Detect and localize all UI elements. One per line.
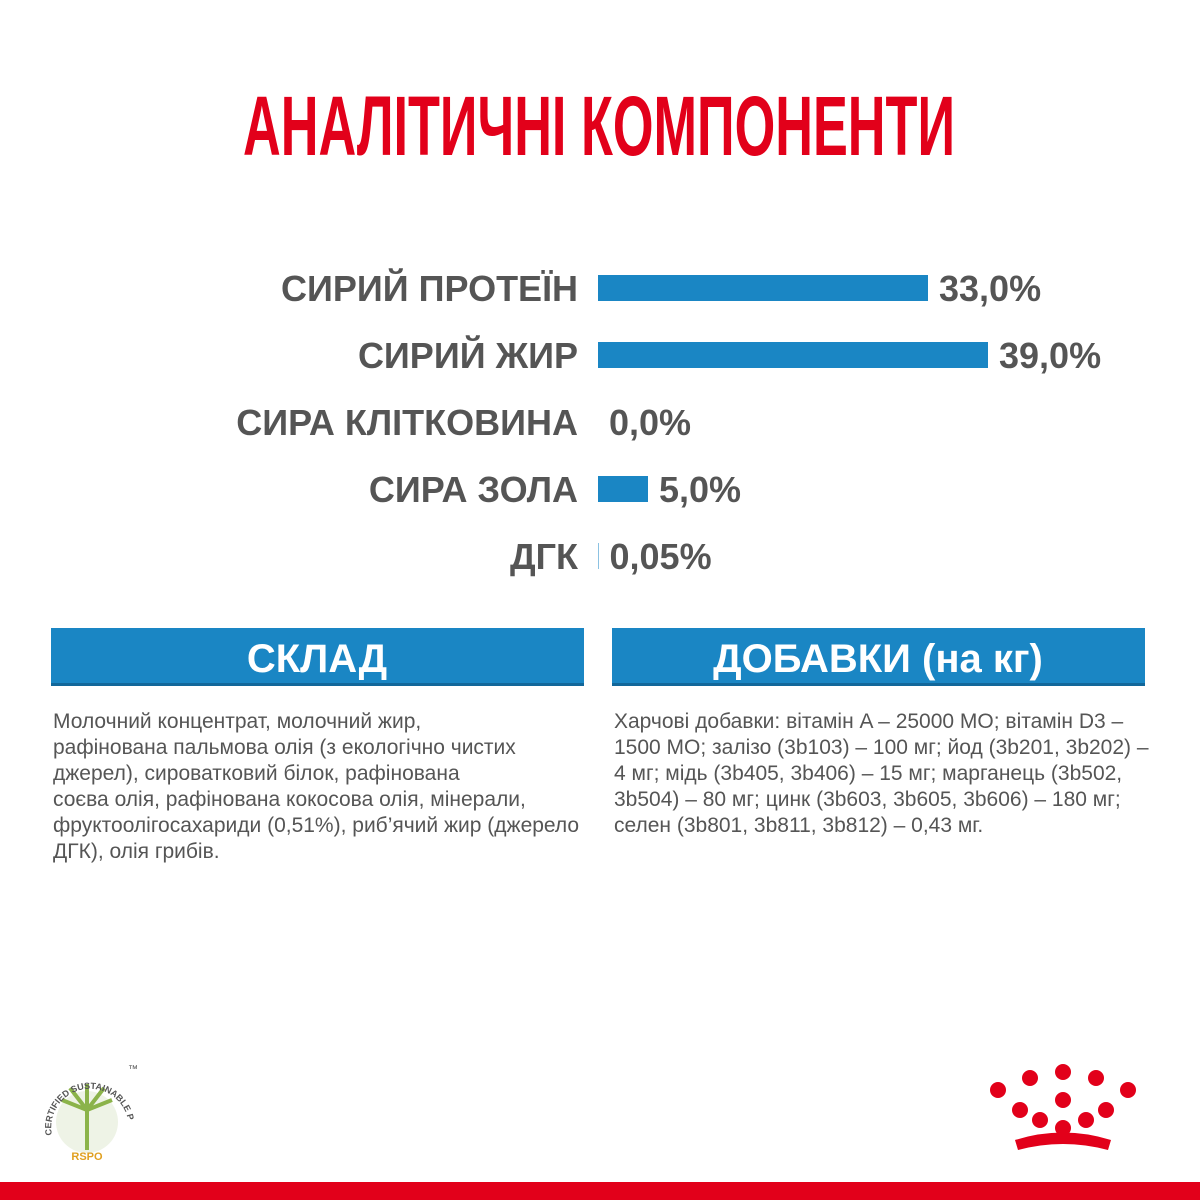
- section-text-line: фруктоолігосахариди (0,51%), риб’ячий жи…: [53, 814, 579, 837]
- value-label: 0,05%: [610, 536, 712, 577]
- bar: [598, 476, 648, 502]
- section-text-line: 1500 MO; залізо (3b103) – 100 мг; йод (3…: [614, 736, 1149, 759]
- bar: [598, 342, 988, 368]
- category-label: СИРИЙ ЖИР: [358, 334, 578, 376]
- value-label: 39,0%: [999, 335, 1101, 376]
- bottom-band: [0, 1182, 1200, 1200]
- section-text-line: Молочний концентрат, молочний жир,: [53, 710, 421, 733]
- rspo-logo: CERTIFIED SUSTAINABLE PALM OIL RSPO ™: [0, 0, 138, 1163]
- chart-title: АНАЛІТИЧНІ КОМПОНЕНТИ: [243, 79, 955, 173]
- category-label: СИРА ЗОЛА: [369, 469, 578, 510]
- section-header: [51, 628, 584, 683]
- section-text-line: селен (3b801, 3b811, 3b812) – 0,43 мг.: [614, 814, 983, 837]
- section-text-line: джерел), сироватковий білок, рафінована: [53, 762, 460, 785]
- category-label: ДГК: [510, 536, 579, 577]
- value-label: 5,0%: [659, 469, 741, 510]
- bar: [598, 543, 599, 569]
- tm: ™: [128, 1064, 138, 1075]
- category-label: СИРА КЛІТКОВИНА: [236, 402, 578, 443]
- rspo-text: RSPO: [71, 1151, 103, 1163]
- section-header: [612, 628, 1145, 683]
- section-text-line: Харчові добавки: вітамін A – 25000 MO; в…: [614, 710, 1124, 733]
- section-text-line: 3b504) – 80 мг; цинк (3b603, 3b605, 3b60…: [614, 788, 1121, 811]
- palm: [61, 1084, 113, 1150]
- section-text-line: 4 мг; мідь (3b405, 3b406) – 15 мг; марга…: [614, 762, 1122, 785]
- section-title: СКЛАД: [247, 637, 387, 681]
- value-label: 33,0%: [939, 268, 1041, 309]
- section-title: ДОБАВКИ (на кг): [713, 637, 1043, 681]
- section-text-line: рафінована пальмова олія (з екологічно ч…: [53, 736, 516, 759]
- category-label: СИРИЙ ПРОТЕЇН: [281, 267, 578, 309]
- section-text-line: ДГК), олія грибів.: [53, 840, 220, 863]
- bar: [598, 275, 928, 301]
- royal-crown: [990, 1064, 1136, 1150]
- value-label: 0,0%: [609, 402, 691, 443]
- section-text-line: соєва олія, рафінована кокосова олія, мі…: [53, 788, 526, 811]
- rspo-ring-text: CERTIFIED SUSTAINABLE PALM OIL: [0, 0, 136, 1136]
